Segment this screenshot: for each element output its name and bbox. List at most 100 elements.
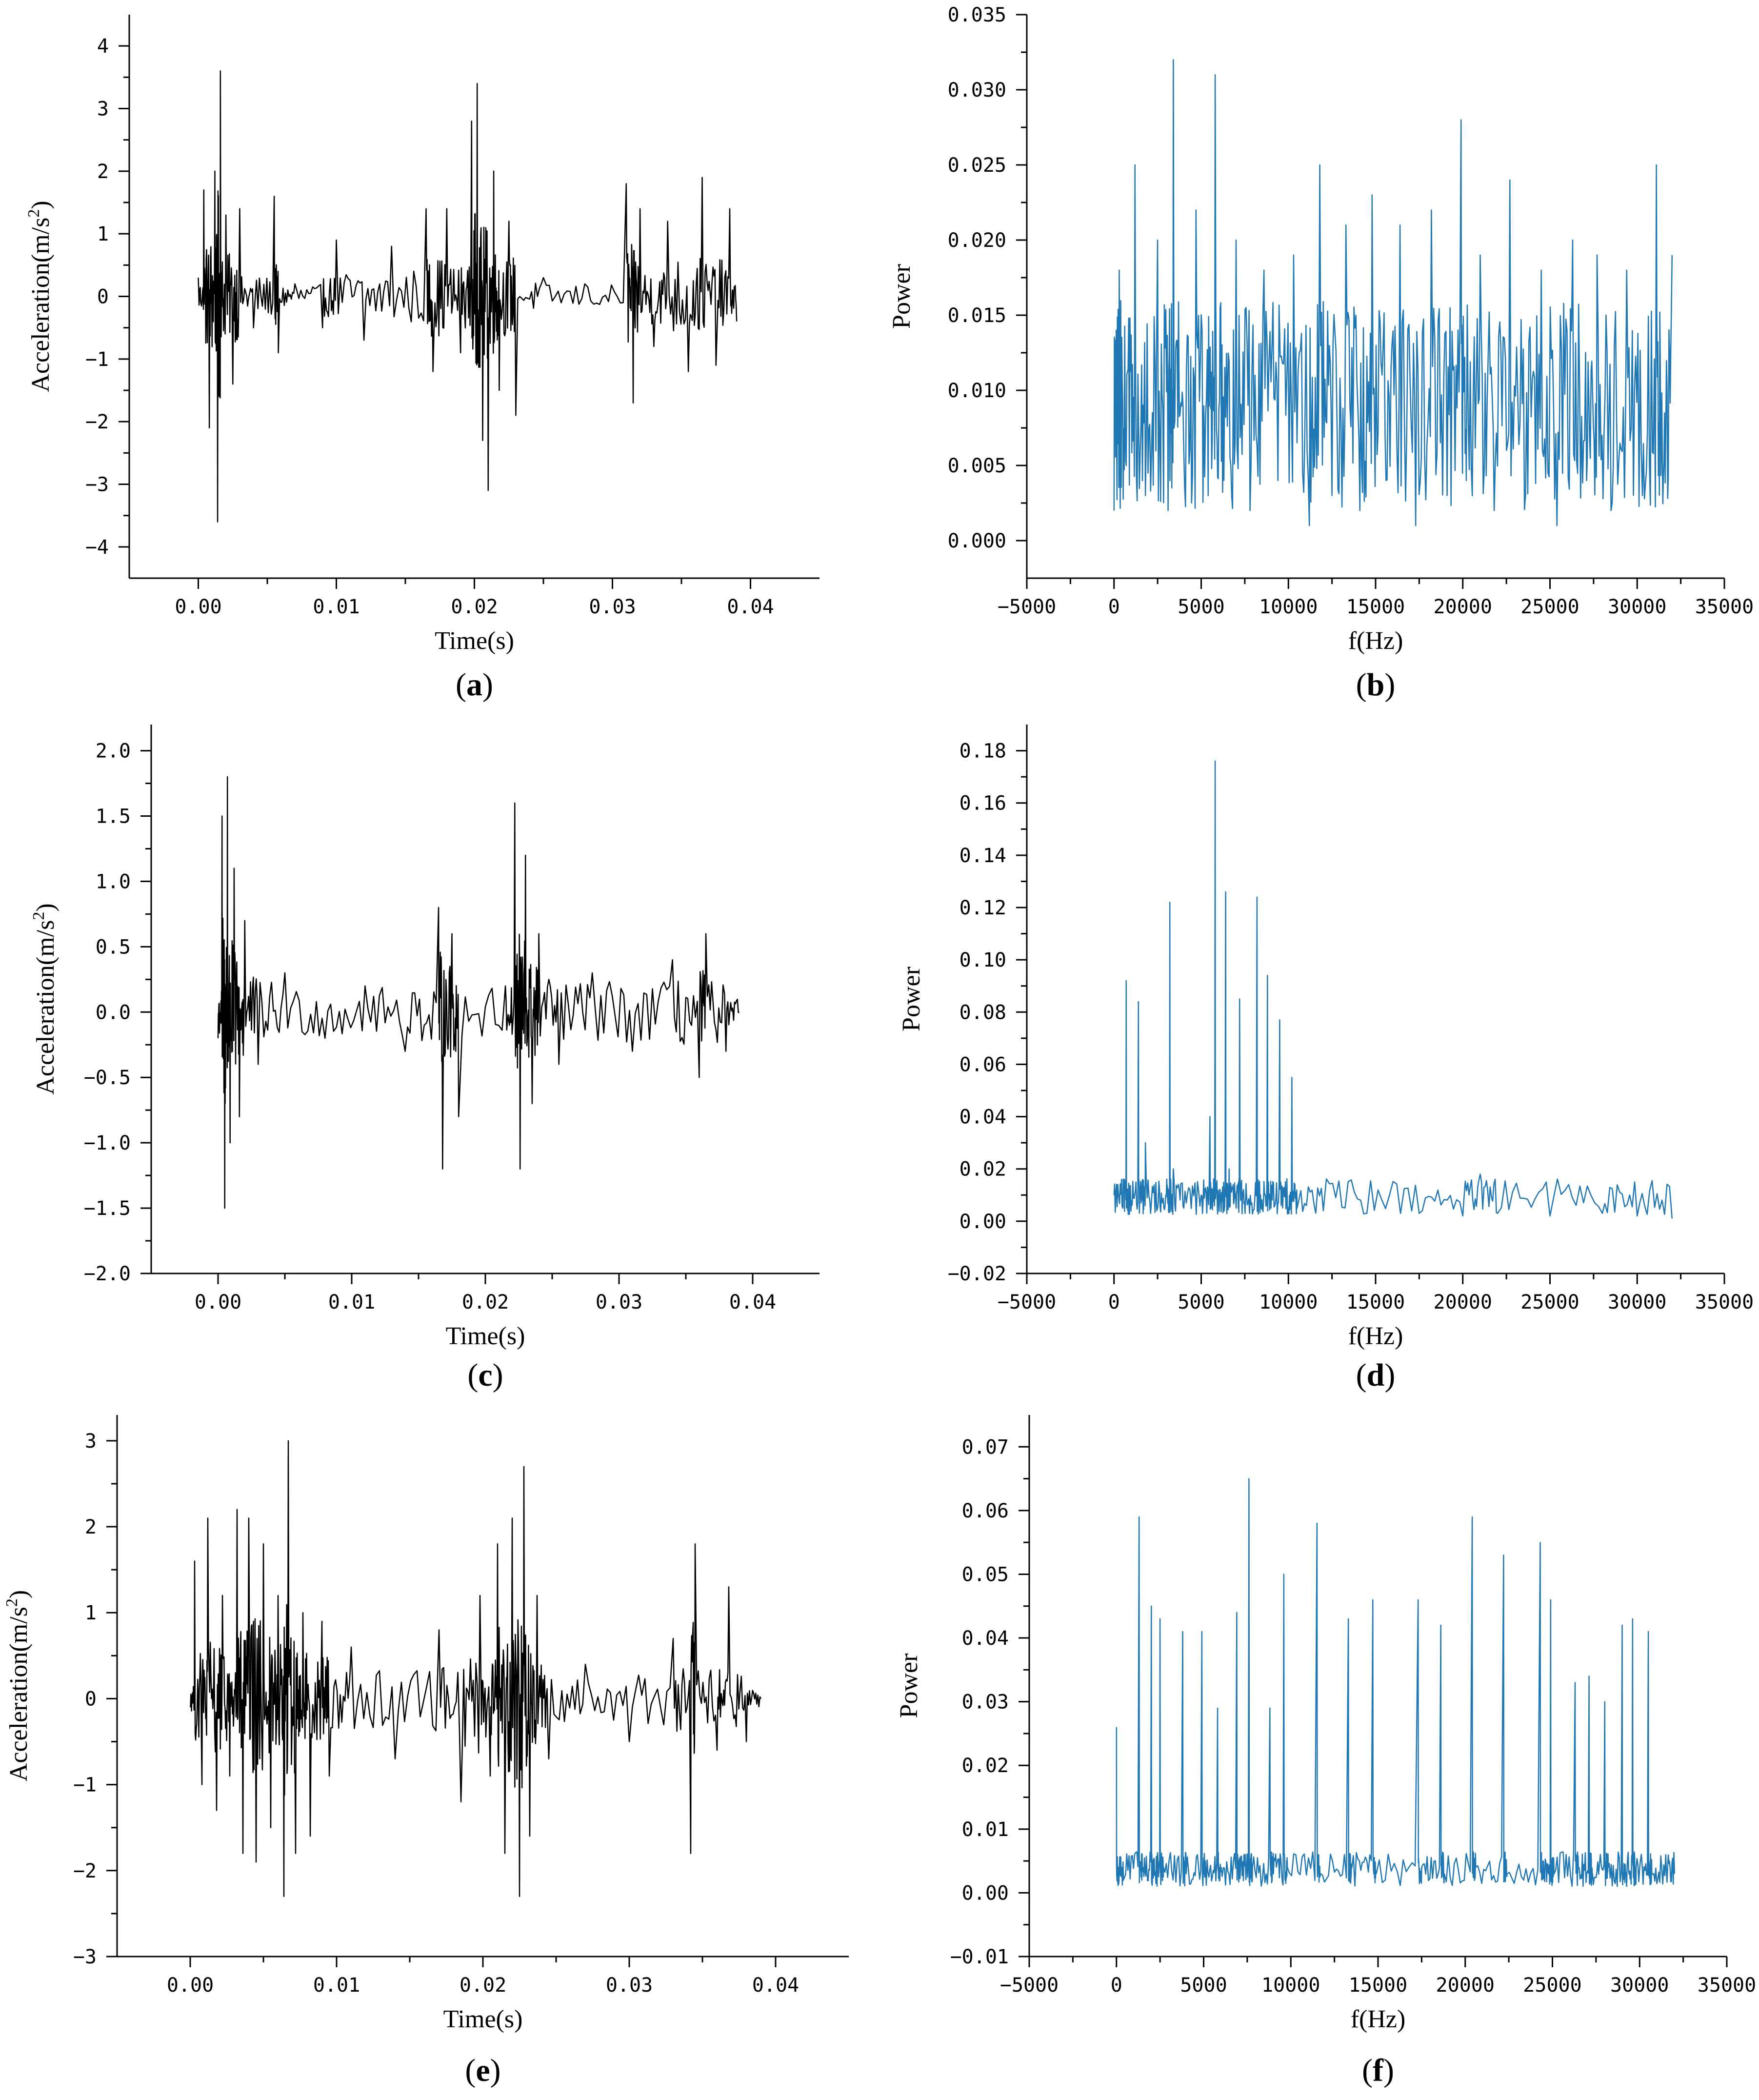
x-tick-label: 10000 [1261,1974,1320,1997]
y-tick-label: 0.0 [96,1001,131,1024]
x-tick-label: 0 [1108,596,1120,618]
panel-label-open: ( [456,667,466,703]
x-tick-label: 0 [1108,1291,1120,1313]
y-axis-title-sup: 2 [30,912,48,920]
y-tick-label: −2 [73,1860,97,1882]
x-tick-label: 0.00 [175,596,221,618]
y-tick-label: 1 [85,1602,97,1624]
x-tick-label: 0 [1111,1974,1122,1997]
x-tick-label: 35000 [1695,596,1754,618]
y-tick-label: −0.02 [948,1263,1006,1285]
x-tick-label: −5000 [1000,1974,1059,1997]
y-axis-title-main: Acceleration(m/s [27,218,55,392]
panel-label-letter: d [1367,1357,1385,1393]
x-tick-label: 0.04 [727,596,774,618]
y-tick-label: 0.02 [959,1158,1006,1181]
x-tick-label: −5000 [998,1291,1056,1313]
x-tick-label: 5000 [1178,596,1224,618]
x-tick-label: 0.01 [313,596,360,618]
y-tick-label: −3 [85,474,109,496]
chart-d: −0.02 0.00 0.02 0.04 0.06 0.08 0.10 0.12 0.14 0.1… [898,725,1754,1393]
x-tick-label: 5000 [1180,1974,1227,1997]
x-tick-label: 35000 [1695,1291,1754,1313]
x-tick-label: 15000 [1346,596,1405,618]
x-axis-title: Time(s) [435,627,514,655]
y-tick-label: 0.05 [962,1563,1009,1586]
panel-label-open: ( [465,2053,476,2088]
x-axis-title: f(Hz) [1351,2005,1406,2033]
x-tick-label: 20000 [1434,1291,1492,1313]
x-tick-label: 10000 [1259,1291,1318,1313]
y-tick-label: 1.5 [96,806,131,828]
panel-label-close: ) [493,1357,503,1393]
y-tick-label: 0.00 [962,1882,1009,1904]
series-line [198,70,738,523]
x-tick-label: 0.02 [460,1974,506,1997]
panel-label-letter: a [466,667,482,703]
y-axis-title-main: Acceleration(m/s [32,920,60,1095]
panel-label-letter: f [1373,2053,1384,2088]
panel-label-open: ( [467,1357,478,1393]
y-axis-title: Acceleration(m/s2) [25,201,55,392]
x-tick-label: 20000 [1436,1974,1495,1997]
y-tick-label: 1 [97,223,109,245]
series-line [1116,1478,1676,1887]
y-axis-title-sup: 2 [3,1598,21,1607]
y-tick-label: 0.5 [96,936,131,958]
y-tick-label: 4 [97,35,109,58]
y-tick-label: 0.00 [959,1211,1006,1233]
y-tick-label: −2 [85,411,109,433]
panel-label: (e) [465,2053,500,2088]
y-tick-label: 0.01 [962,1818,1009,1841]
x-axis-title: f(Hz) [1348,627,1403,655]
y-tick-label: 0.08 [959,1001,1006,1024]
y-axis-title-main: Acceleration(m/s [5,1607,33,1781]
y-tick-label: 0.14 [959,845,1006,867]
panel-label: (b) [1356,667,1396,703]
panel-label-letter: c [478,1357,492,1393]
panel-label-close: ) [1384,667,1395,703]
x-axis-title: Time(s) [443,2005,523,2033]
y-tick-label: 0.015 [948,304,1006,327]
panel-label: (f) [1362,2053,1394,2088]
y-tick-label: 0.06 [959,1053,1006,1076]
series-line [189,1440,762,1897]
y-axis-title: Power [895,1654,923,1718]
y-tick-label: −1 [85,348,109,371]
y-tick-label: 0.07 [962,1436,1009,1458]
y-tick-label: 0.18 [959,740,1006,763]
y-tick-label: −4 [85,536,109,559]
x-axis-title: Time(s) [446,1322,525,1350]
x-tick-label: 35000 [1698,1974,1756,1997]
panel-label: (c) [467,1357,503,1393]
y-tick-label: 0.06 [962,1500,1009,1522]
y-tick-label: −0.5 [84,1067,131,1089]
y-tick-label: 0.02 [962,1755,1009,1777]
y-tick-label: 0.000 [948,530,1006,552]
y-tick-label: 0.030 [948,79,1006,101]
x-tick-label: 30000 [1610,1974,1669,1997]
x-tick-label: 0.01 [328,1291,375,1313]
x-tick-label: 30000 [1608,596,1666,618]
y-axis-title: Acceleration(m/s2) [3,1590,33,1781]
y-tick-label: 0.010 [948,380,1006,402]
panel-label-close: ) [1384,1357,1395,1393]
panel-label-open: ( [1356,667,1367,703]
series-line [1113,59,1673,526]
y-tick-label: 0.04 [959,1106,1006,1129]
x-tick-label: 0.00 [195,1291,241,1313]
panel-label-letter: b [1367,667,1385,703]
y-tick-label: 0.025 [948,154,1006,177]
x-tick-label: 0.03 [606,1974,653,1997]
x-tick-label: 25000 [1520,1291,1579,1313]
x-tick-label: 0.00 [167,1974,214,1997]
y-axis-title-end: ) [27,201,55,209]
x-tick-label: −5000 [998,596,1056,618]
y-tick-label: 2 [85,1516,97,1538]
x-tick-label: 10000 [1259,596,1318,618]
y-tick-label: 0.04 [962,1627,1009,1650]
y-axis-title-main: Power [888,264,916,329]
x-tick-label: 15000 [1346,1291,1405,1313]
